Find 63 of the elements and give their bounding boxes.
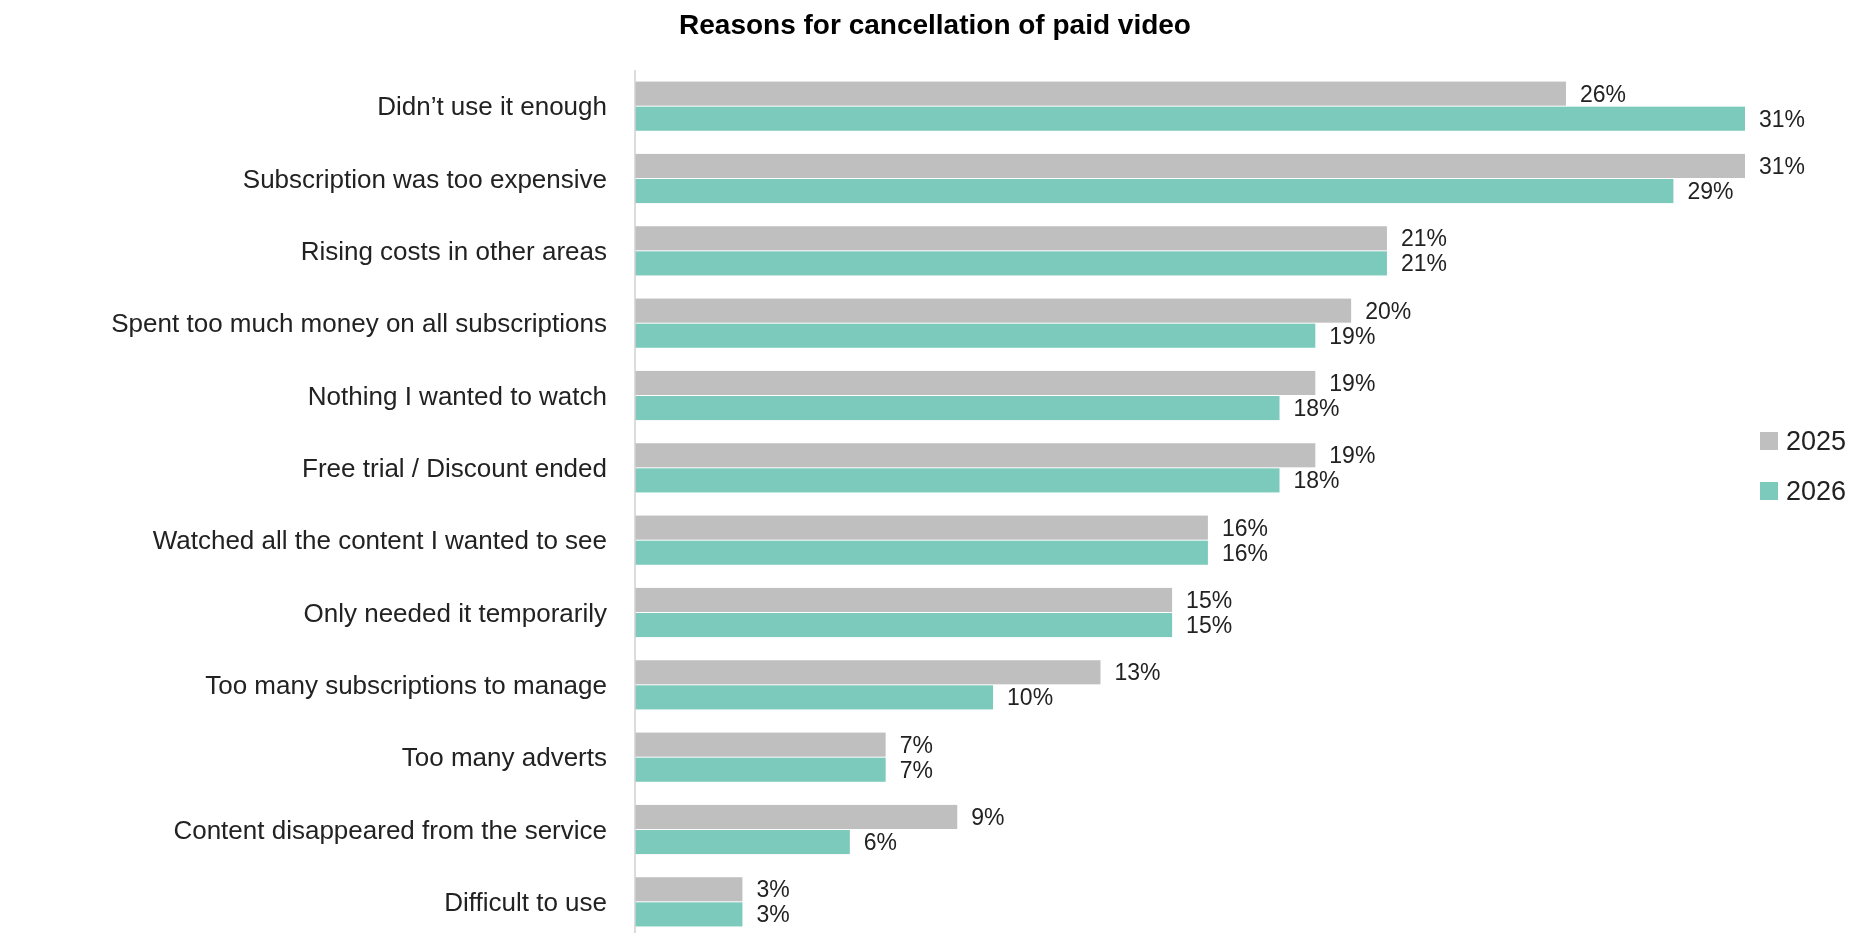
bar [635,153,1745,178]
data-label: 7% [899,756,933,783]
bar [635,468,1280,493]
data-label: 16% [1221,514,1268,541]
y-tick-label: Didn’t use it enough [377,91,607,122]
data-label: 26% [1579,80,1627,107]
bar [635,732,886,757]
bar [635,106,1745,131]
data-label: 19% [1329,442,1376,469]
bar [635,685,994,710]
bar [635,179,1674,204]
y-tick-label: Nothing I wanted to watch [307,380,607,411]
bar [635,804,958,829]
data-label: 19% [1329,322,1376,349]
data-label: 21% [1400,225,1447,252]
data-label: 31% [1759,153,1806,179]
bar [635,298,1352,323]
bar [635,396,1280,421]
data-label: 18% [1293,395,1340,422]
data-label: 16% [1221,539,1268,566]
data-label: 3% [756,901,790,928]
bar [635,226,1387,251]
data-label: 9% [971,804,1005,830]
bar [635,443,1316,468]
data-label: 6% [863,829,898,856]
data-label: 15% [1186,587,1233,613]
y-tick-label: Watched all the content I wanted to see [152,525,607,556]
data-label: 7% [899,731,933,758]
y-tick-label: Difficult to use [444,886,607,917]
bar [635,251,1387,276]
y-tick-label: Subscription was too expensive [242,163,607,194]
bar [635,902,743,927]
legend-label: 2025 [1786,426,1847,457]
data-label: 15% [1186,612,1233,639]
bar [635,757,886,782]
bar [635,370,1316,395]
data-label: 13% [1114,659,1161,686]
data-label: 20% [1365,297,1412,324]
data-label: 18% [1293,467,1340,494]
y-tick-label: Content disappeared from the service [173,814,607,845]
bar [635,587,1173,612]
bar [635,877,743,902]
bar [635,540,1208,565]
y-tick-label: Rising costs in other areas [300,235,607,266]
y-tick-label: Too many adverts [401,742,607,773]
legend-label: 2026 [1786,476,1847,507]
y-tick-label: Spent too much money on all subscriptions [111,308,607,339]
data-label: 21% [1400,250,1447,277]
data-label: 31% [1759,105,1806,132]
bar [635,660,1101,685]
bar [635,830,850,855]
bar [635,81,1566,106]
bar [635,613,1173,638]
bar [635,323,1316,348]
y-tick-label: Too many subscriptions to manage [205,669,607,700]
y-tick-label: Free trial / Discount ended [302,452,607,483]
y-tick-label: Only needed it temporarily [303,597,607,628]
bar [635,515,1208,540]
data-label: 19% [1329,370,1376,396]
data-label: 10% [1007,684,1054,711]
data-label: 3% [756,876,790,903]
chart-title: Reasons for cancellation of paid video [679,9,1191,40]
data-label: 29% [1687,178,1734,205]
